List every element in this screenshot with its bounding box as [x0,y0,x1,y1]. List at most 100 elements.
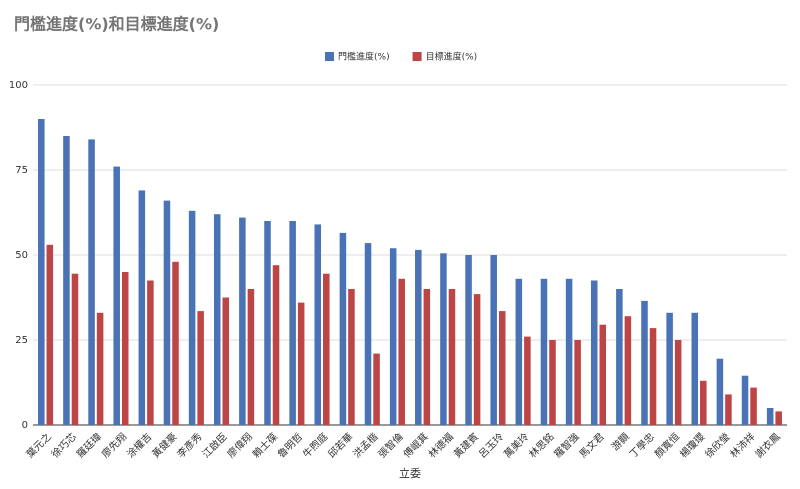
x-tick-label: 馬文君 [576,430,606,460]
bar [213,214,221,425]
x-tick-label: 徐欣瑩 [702,430,732,460]
bar [197,311,204,425]
bar [163,200,171,425]
bar [46,244,54,425]
x-tick-label: 林沛祥 [727,430,757,460]
x-tick-label: 黃建賓 [451,430,481,460]
x-tick-label: 萬美玲 [501,430,531,460]
bar [63,136,70,425]
bar [465,255,472,425]
x-tick-label: 牛煦庭 [300,430,330,460]
x-tick-label: 洪孟楷 [350,430,380,460]
bar [540,278,548,425]
bar [348,289,355,425]
x-tick-label: 江啟臣 [199,430,229,460]
bar [222,297,230,425]
bar [297,302,305,425]
bar [641,300,648,425]
bar [565,278,573,425]
bar [700,380,707,425]
x-tick-label: 魯明哲 [275,430,305,460]
bar [138,190,146,425]
legend-label: 目標進度(%) [426,51,478,63]
bar [423,289,431,425]
bar [289,221,296,425]
bar [415,249,422,425]
bar [766,408,774,425]
x-tick-label: 葉元之 [23,430,53,460]
y-tick-label: 75 [15,165,28,176]
bar [38,119,45,425]
bar [448,289,456,425]
bar [364,243,372,425]
x-tick-label: 林思銘 [526,430,556,460]
bar [373,353,380,425]
x-tick-label: 丁學忠 [627,430,657,460]
bar [398,278,405,425]
x-tick-label: 賴士葆 [250,430,280,460]
bar [616,289,623,425]
bar [188,210,196,425]
bar [147,280,154,425]
bar [247,289,255,425]
bar [473,294,481,425]
bar [498,311,506,425]
bar [264,221,271,425]
bar [549,340,556,425]
legend-label: 門檻進度(%) [338,51,390,63]
bar [88,139,95,425]
x-tick-label: 邱若華 [325,430,355,460]
x-tick-label: 張智倫 [375,430,405,460]
x-tick-label: 涂權吉 [124,430,154,460]
bar [590,280,598,425]
bar [272,265,280,425]
x-tick-label: 徐巧芯 [49,430,79,460]
bar [725,394,732,425]
bar [172,261,179,425]
y-tick-label: 25 [15,335,28,346]
x-tick-label: 羅廷瑋 [74,430,104,460]
bar [649,328,657,425]
bar [750,387,757,425]
bar [515,278,523,425]
bar [674,340,682,425]
x-tick-label: 楊瓊瓔 [677,430,707,460]
x-tick-label: 廖先翔 [99,430,129,460]
x-tick-label: 游顥 [609,430,632,453]
bar [490,255,497,425]
x-tick-label: 李彥秀 [174,430,204,460]
y-tick-label: 0 [22,420,28,431]
x-tick-label: 傅崐萁 [400,430,430,460]
legend-swatch [325,52,334,61]
bar [96,312,104,425]
bar [121,272,129,425]
bar [113,166,120,425]
x-tick-label: 廖偉翔 [224,430,254,460]
x-tick-label: 呂玉玲 [477,431,507,461]
bar [239,217,246,425]
x-tick-label: 黃健豪 [149,430,179,460]
x-tick-label: 林德福 [426,430,456,460]
bar [389,248,397,425]
bar [524,336,531,425]
chart-title: 門檻進度(%)和目標進度(%) [14,15,219,34]
bar [314,224,322,425]
bar [624,316,632,425]
bar [775,411,782,425]
x-tick-label: 羅智強 [551,430,581,460]
x-tick-label: 顏寬恒 [652,430,682,460]
bar [599,324,607,425]
bar [741,375,749,425]
bar [574,340,581,425]
bar [716,358,724,425]
bar [71,273,79,425]
x-axis-label: 立委 [399,466,421,480]
bar [691,312,699,425]
bar [323,273,330,425]
x-tick-label: 謝衣鳳 [752,430,782,460]
bar [339,232,347,425]
y-tick-label: 100 [9,80,28,91]
bar [666,312,673,425]
y-tick-label: 50 [15,250,28,261]
legend-swatch [412,52,422,61]
